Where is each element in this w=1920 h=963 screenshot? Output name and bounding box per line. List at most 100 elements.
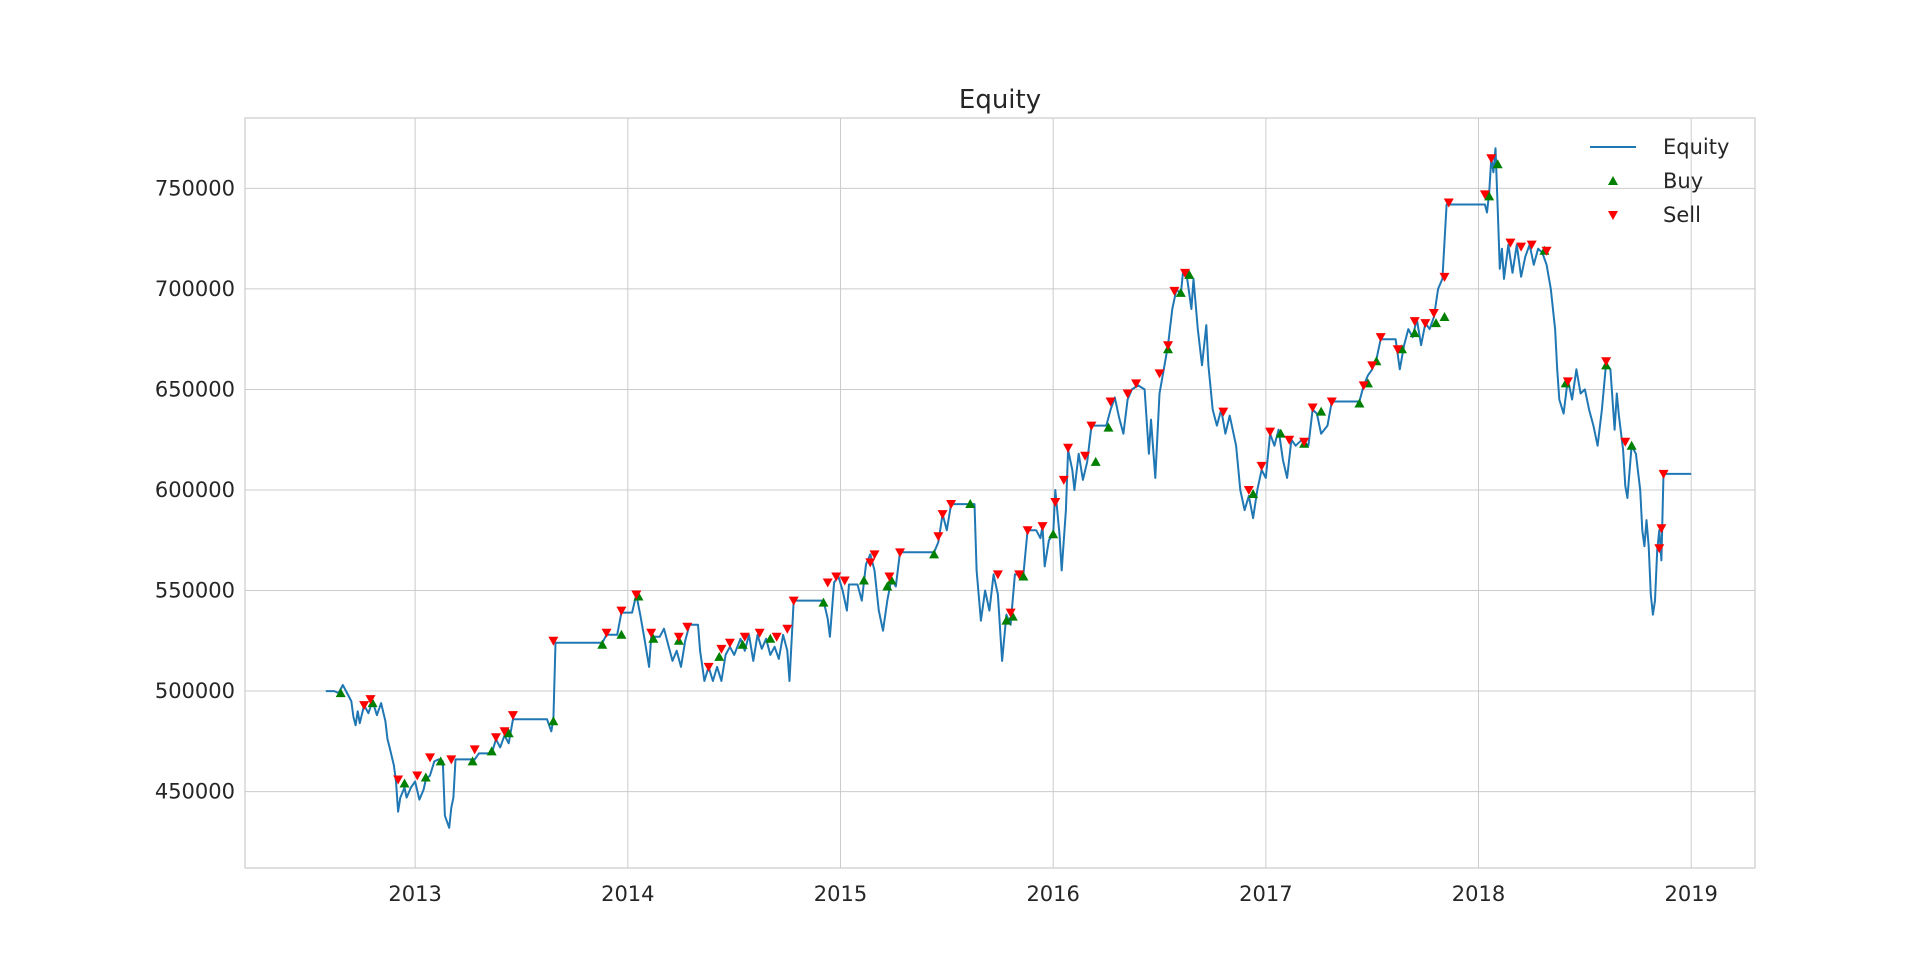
sell-marker (1163, 341, 1174, 351)
sell-marker (365, 695, 376, 705)
legend-label: Buy (1663, 169, 1703, 193)
x-tick-label: 2016 (1026, 882, 1079, 906)
sell-marker (490, 733, 501, 743)
buy-marker (503, 728, 514, 738)
grid-layer (245, 118, 1755, 868)
sell-marker (831, 572, 842, 582)
buy-marker (818, 597, 829, 607)
sell-marker (1050, 498, 1061, 508)
sell-marker (1080, 451, 1091, 461)
buy-marker (1048, 529, 1059, 539)
buy-marker (1248, 489, 1259, 499)
buy-marker (1492, 159, 1503, 169)
buy-marker (965, 499, 976, 509)
series-layer (325, 147, 1692, 829)
sell-marker (1516, 242, 1527, 252)
sell-marker (788, 596, 799, 606)
sell-marker (548, 636, 559, 646)
legend-buy-swatch (1608, 176, 1618, 185)
sell-marker (1063, 443, 1074, 453)
sell-marker (771, 632, 782, 642)
x-tick-label: 2015 (814, 882, 867, 906)
y-tick-label: 750000 (155, 176, 235, 200)
buy-marker (858, 575, 869, 585)
sell-marker (1601, 357, 1612, 367)
buy-marker (467, 756, 478, 766)
buy-marker (765, 633, 776, 643)
sell-marker (739, 632, 750, 642)
buy-marker (1007, 611, 1018, 621)
buy-marker (886, 575, 897, 585)
sell-marker (992, 570, 1003, 580)
sell-marker (1180, 268, 1191, 278)
y-tick-label: 500000 (155, 679, 235, 703)
sell-marker (1058, 475, 1069, 485)
x-tick-label: 2018 (1452, 882, 1505, 906)
sell-marker (937, 510, 948, 520)
sell-marker (1005, 608, 1016, 618)
buy-marker (1430, 318, 1441, 328)
y-tick-label: 550000 (155, 579, 235, 603)
sell-marker (1620, 437, 1631, 447)
buy-marker (1354, 398, 1365, 408)
y-tick-label: 600000 (155, 478, 235, 502)
y-tick-label: 650000 (155, 377, 235, 401)
sell-marker (1131, 379, 1142, 389)
legend-label: Sell (1663, 203, 1701, 227)
sell-marker (839, 576, 850, 586)
sell-marker (507, 711, 518, 721)
legend-sell-swatch (1608, 211, 1618, 220)
sell-marker (1392, 345, 1403, 355)
buy-marker (335, 688, 346, 698)
sell-marker (1656, 524, 1667, 534)
buy-marker (597, 639, 608, 649)
sell-marker (716, 644, 727, 654)
sell-marker (1541, 246, 1552, 256)
buy-marker (1184, 269, 1195, 279)
equity-series-line (325, 147, 1692, 829)
sell-marker (1105, 397, 1116, 407)
sell-marker (1420, 319, 1431, 329)
buy-marker (929, 549, 940, 559)
legend-label: Equity (1663, 135, 1729, 159)
sell-marker (782, 624, 793, 634)
sell-marker (724, 638, 735, 648)
sell-marker (1505, 238, 1516, 248)
sell-marker (1654, 544, 1665, 554)
sell-marker (1439, 272, 1450, 282)
buy-marker (1409, 328, 1420, 338)
buy-marker (420, 772, 431, 782)
buy-marker (1626, 440, 1637, 450)
sell-marker (946, 500, 957, 510)
y-axis: 450000 500000 550000 600000 650000 700000 7500… (155, 176, 235, 803)
buy-marker (1175, 287, 1186, 297)
plot-frame (244, 117, 1756, 869)
sell-marker (1375, 333, 1386, 343)
sell-marker (1218, 407, 1229, 417)
sell-marker (616, 606, 627, 616)
chart-title: Equity (959, 85, 1041, 115)
sell-marker (631, 590, 642, 600)
sell-marker (1658, 469, 1669, 479)
buy-marker (548, 716, 559, 726)
sell-marker (1169, 286, 1180, 296)
buy-marker (1103, 422, 1114, 432)
buy-marker (714, 651, 725, 661)
buy-marker (435, 756, 446, 766)
sell-marker (425, 753, 436, 763)
sell-marker (412, 771, 423, 781)
buy-marker (1275, 428, 1286, 438)
sell-marker (869, 550, 880, 560)
x-tick-label: 2014 (601, 882, 654, 906)
sell-marker (703, 662, 714, 672)
buy-marker (737, 639, 748, 649)
sell-marker (682, 622, 693, 632)
sell-marker (499, 727, 510, 737)
x-tick-label: 2017 (1239, 882, 1292, 906)
buy-marker (1439, 312, 1450, 322)
sell-marker (1326, 397, 1337, 407)
sell-marker (1428, 309, 1439, 319)
sell-marker (359, 701, 370, 711)
